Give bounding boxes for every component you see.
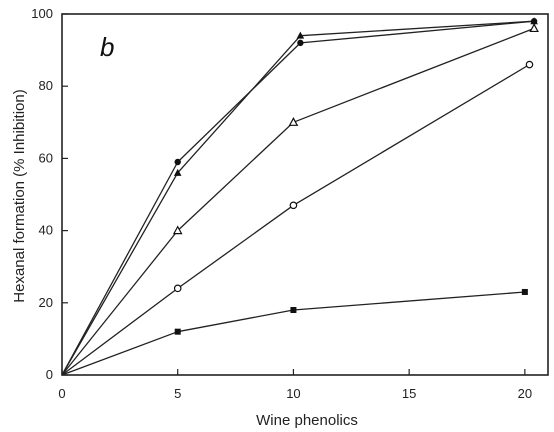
y-tick-label: 20 <box>39 295 53 310</box>
data-point-filled-square <box>521 288 528 295</box>
data-point-open-triangle <box>288 117 299 126</box>
series-line-open-circle <box>61 63 530 376</box>
y-tick-label: 40 <box>39 223 53 238</box>
data-point-filled-triangle <box>296 31 305 39</box>
y-tick-label: 100 <box>31 6 53 21</box>
panel-label: b <box>100 32 114 62</box>
x-tick-label: 5 <box>174 386 181 401</box>
x-tick-label: 0 <box>58 386 65 401</box>
series-line-filled-square <box>61 291 525 376</box>
data-point-open-triangle <box>172 225 183 235</box>
x-tick-label: 10 <box>286 386 300 401</box>
y-tick-label: 80 <box>39 78 53 93</box>
data-point-filled-square <box>174 328 181 335</box>
x-tick-label: 20 <box>518 386 532 401</box>
data-point-filled-circle <box>297 39 304 47</box>
data-point-open-circle <box>525 60 534 69</box>
data-point-open-circle <box>289 201 298 210</box>
y-tick-label: 60 <box>39 150 53 165</box>
series-line-open-triangle <box>61 27 535 376</box>
data-point-filled-square <box>290 307 297 314</box>
x-tick-label: 15 <box>402 386 416 401</box>
y-axis-title: Hexanal formation (% Inhibition) <box>11 89 28 302</box>
plot-frame <box>61 13 549 376</box>
x-axis-title: Wine phenolics <box>256 412 358 429</box>
series-line-filled-circle <box>61 20 535 376</box>
series-line-filled-triangle <box>61 20 535 376</box>
y-tick-label: 0 <box>46 367 53 382</box>
data-point-open-triangle <box>529 23 539 33</box>
data-point-filled-triangle <box>173 168 182 176</box>
data-point-open-circle <box>173 284 182 293</box>
data-point-filled-triangle <box>530 17 538 25</box>
data-point-filled-circle <box>174 158 181 166</box>
